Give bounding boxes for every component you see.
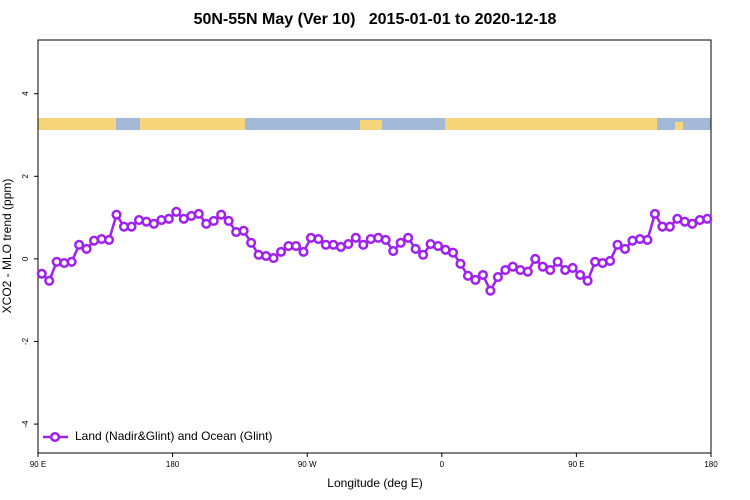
data-point xyxy=(530,253,541,264)
data-point xyxy=(485,285,496,296)
x-axis-label: Longitude (deg E) xyxy=(327,476,422,490)
data-point xyxy=(545,264,556,276)
land-ocean-strip xyxy=(38,118,711,130)
data-point xyxy=(447,247,459,258)
data-point xyxy=(582,275,593,286)
data-point xyxy=(492,272,503,283)
data-point xyxy=(36,268,47,279)
data-point xyxy=(567,262,578,274)
x-tick-label: 90 E xyxy=(30,460,46,469)
data-point xyxy=(687,218,698,229)
data-point xyxy=(343,238,354,250)
data-point xyxy=(418,249,429,260)
data-point xyxy=(223,215,234,226)
data-point xyxy=(664,221,675,232)
y-tick-label: -4 xyxy=(21,420,30,428)
y-axis-label: XCO2 - MLO trend (ppm) xyxy=(0,179,14,314)
data-point xyxy=(619,243,631,255)
data-point xyxy=(126,221,137,232)
data-point xyxy=(275,246,287,257)
y-tick-label: 0 xyxy=(21,256,30,261)
x-tick-label: 90 W xyxy=(298,460,317,469)
data-point xyxy=(246,237,257,248)
data-point xyxy=(477,269,488,281)
data-point xyxy=(111,209,122,220)
y-tick-label: -2 xyxy=(21,337,30,345)
data-point xyxy=(470,274,481,286)
data-point xyxy=(612,239,623,250)
data-point xyxy=(380,234,391,245)
data-point xyxy=(350,232,361,243)
y-tick-label: 2 xyxy=(21,174,30,179)
chart-title: 50N-55N May (Ver 10) 2015-01-01 to 2020-… xyxy=(194,11,557,28)
data-point xyxy=(433,241,444,252)
data-point xyxy=(163,213,174,224)
legend-marker xyxy=(49,431,61,443)
data-point xyxy=(388,245,399,257)
data-point xyxy=(66,256,77,267)
data-point xyxy=(313,234,324,245)
data-point xyxy=(455,258,466,269)
x-tick-label: 0 xyxy=(440,460,445,469)
data-point xyxy=(290,241,302,252)
data-point xyxy=(103,234,115,245)
data-point xyxy=(298,246,309,257)
data-point xyxy=(238,225,249,236)
data-point xyxy=(403,232,414,243)
data-point xyxy=(358,239,369,250)
data-point xyxy=(171,206,182,217)
x-tick-label: 180 xyxy=(166,460,180,469)
data-point xyxy=(44,275,55,286)
legend-label: Land (Nadir&Glint) and Ocean (Glint) xyxy=(75,429,272,443)
data-point xyxy=(193,208,204,219)
data-point xyxy=(642,234,653,245)
x-tick-label: 90 E xyxy=(568,460,584,469)
data-point xyxy=(522,266,533,277)
plot-frame xyxy=(37,39,712,454)
data-point xyxy=(410,243,421,255)
data-point xyxy=(605,255,616,267)
data-point xyxy=(395,237,406,248)
data-point xyxy=(208,215,219,226)
data-point xyxy=(216,209,227,220)
data-point xyxy=(649,208,660,219)
data-point xyxy=(81,243,92,255)
y-tick-label: 4 xyxy=(21,91,30,96)
data-point xyxy=(74,239,85,250)
data-point xyxy=(552,256,563,267)
data-point xyxy=(575,269,586,281)
x-tick-label: 180 xyxy=(704,460,718,469)
data-point xyxy=(268,253,279,264)
data-point xyxy=(462,270,474,281)
data-point xyxy=(702,213,713,224)
data-point xyxy=(148,218,159,229)
